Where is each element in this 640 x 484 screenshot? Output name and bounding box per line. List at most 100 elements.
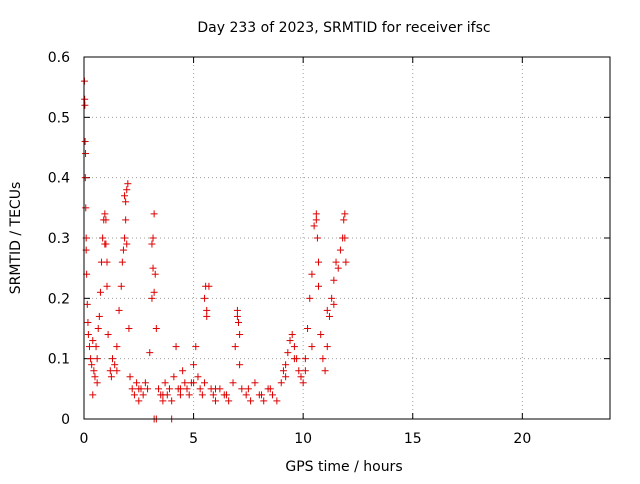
data-point xyxy=(231,343,239,351)
data-point xyxy=(122,198,130,206)
data-point xyxy=(106,367,114,375)
data-point xyxy=(84,331,92,339)
data-point xyxy=(328,294,336,302)
data-point xyxy=(103,258,111,266)
data-point xyxy=(181,379,189,387)
data-point xyxy=(301,367,309,375)
y-tick-label: 0.5 xyxy=(48,110,70,126)
data-point xyxy=(148,240,156,248)
data-point xyxy=(282,361,290,369)
data-point xyxy=(235,318,243,326)
data-point xyxy=(242,391,250,399)
data-point xyxy=(301,355,309,363)
data-point xyxy=(312,210,320,218)
data-point xyxy=(113,367,121,375)
data-point xyxy=(121,192,129,200)
data-point xyxy=(310,222,318,230)
data-point xyxy=(319,355,327,363)
data-point xyxy=(81,174,89,182)
data-point xyxy=(107,373,115,381)
data-point xyxy=(96,288,104,296)
data-point xyxy=(212,385,219,393)
data-point xyxy=(185,391,193,399)
data-point xyxy=(115,306,123,314)
y-tick-label: 0.4 xyxy=(48,171,70,187)
data-point xyxy=(201,294,209,302)
data-point xyxy=(82,150,90,158)
data-point xyxy=(244,385,252,393)
data-point xyxy=(315,258,323,266)
data-point xyxy=(212,397,219,405)
data-point xyxy=(286,337,294,345)
data-point xyxy=(236,331,244,339)
chart-title: Day 233 of 2023, SRMTID for receiver ifs… xyxy=(197,20,490,36)
data-point xyxy=(95,312,103,320)
data-point xyxy=(172,343,180,351)
data-point xyxy=(135,385,143,393)
data-point xyxy=(268,391,276,399)
data-point xyxy=(88,361,96,369)
data-point xyxy=(87,355,95,363)
data-point xyxy=(152,325,160,332)
data-point xyxy=(89,337,97,345)
data-point xyxy=(323,306,331,314)
data-point xyxy=(202,282,210,290)
y-tick-label: 0.3 xyxy=(48,231,70,247)
data-point xyxy=(149,234,157,242)
data-point xyxy=(273,397,281,405)
data-point xyxy=(117,282,125,290)
data-point xyxy=(340,216,348,224)
data-point xyxy=(334,264,342,272)
data-point xyxy=(121,234,129,242)
data-point xyxy=(165,385,173,393)
data-point xyxy=(277,379,285,387)
data-point xyxy=(341,210,349,218)
data-point xyxy=(150,210,158,218)
data-point xyxy=(288,331,296,339)
data-point xyxy=(190,361,198,369)
data-point xyxy=(336,246,344,254)
data-point xyxy=(135,397,143,405)
data-point xyxy=(201,379,209,387)
y-axis-label: SRMTID / TECUs xyxy=(8,182,24,295)
data-point xyxy=(104,331,112,339)
data-point xyxy=(92,343,100,351)
data-point xyxy=(155,385,163,393)
data-point xyxy=(225,397,233,405)
data-point xyxy=(179,367,187,375)
data-point xyxy=(312,216,320,224)
data-point xyxy=(125,325,133,332)
data-point xyxy=(290,355,298,363)
data-point xyxy=(306,294,314,302)
data-point xyxy=(266,385,274,393)
data-point xyxy=(229,379,237,387)
data-point xyxy=(93,379,101,387)
data-point xyxy=(342,258,350,266)
data-point xyxy=(190,379,198,387)
data-point xyxy=(124,180,132,188)
data-point xyxy=(81,95,89,103)
data-point xyxy=(196,385,204,393)
data-point xyxy=(149,264,157,272)
data-point xyxy=(81,101,89,109)
data-point xyxy=(103,282,111,290)
data-point xyxy=(102,216,110,224)
data-point xyxy=(315,282,323,290)
data-point xyxy=(341,234,349,242)
data-point xyxy=(83,300,91,308)
data-point xyxy=(108,355,116,363)
data-point xyxy=(295,367,303,375)
data-point xyxy=(284,349,292,357)
x-axis-label: GPS time / hours xyxy=(285,459,402,475)
data-point xyxy=(101,210,109,218)
x-tick-label: 10 xyxy=(294,431,312,447)
data-point xyxy=(203,306,211,314)
data-point xyxy=(282,373,290,381)
data-point xyxy=(161,379,169,387)
data-point xyxy=(330,276,338,284)
data-point xyxy=(332,258,340,266)
data-point xyxy=(144,385,152,393)
data-point xyxy=(308,270,316,278)
